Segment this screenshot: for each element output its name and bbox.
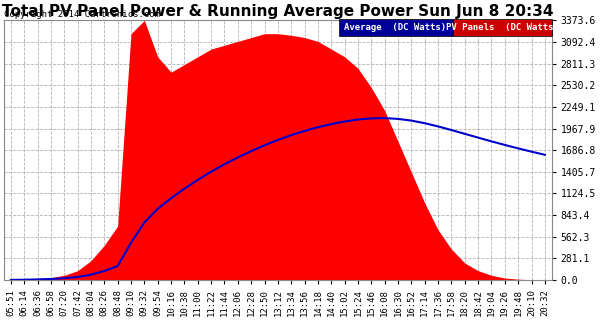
Text: Copyright 2014 Cartronics.com: Copyright 2014 Cartronics.com	[4, 10, 160, 19]
Title: Total PV Panel Power & Running Average Power Sun Jun 8 20:34: Total PV Panel Power & Running Average P…	[2, 4, 554, 19]
Text: PV Panels  (DC Watts): PV Panels (DC Watts)	[446, 23, 559, 32]
Text: Average  (DC Watts): Average (DC Watts)	[344, 23, 446, 32]
